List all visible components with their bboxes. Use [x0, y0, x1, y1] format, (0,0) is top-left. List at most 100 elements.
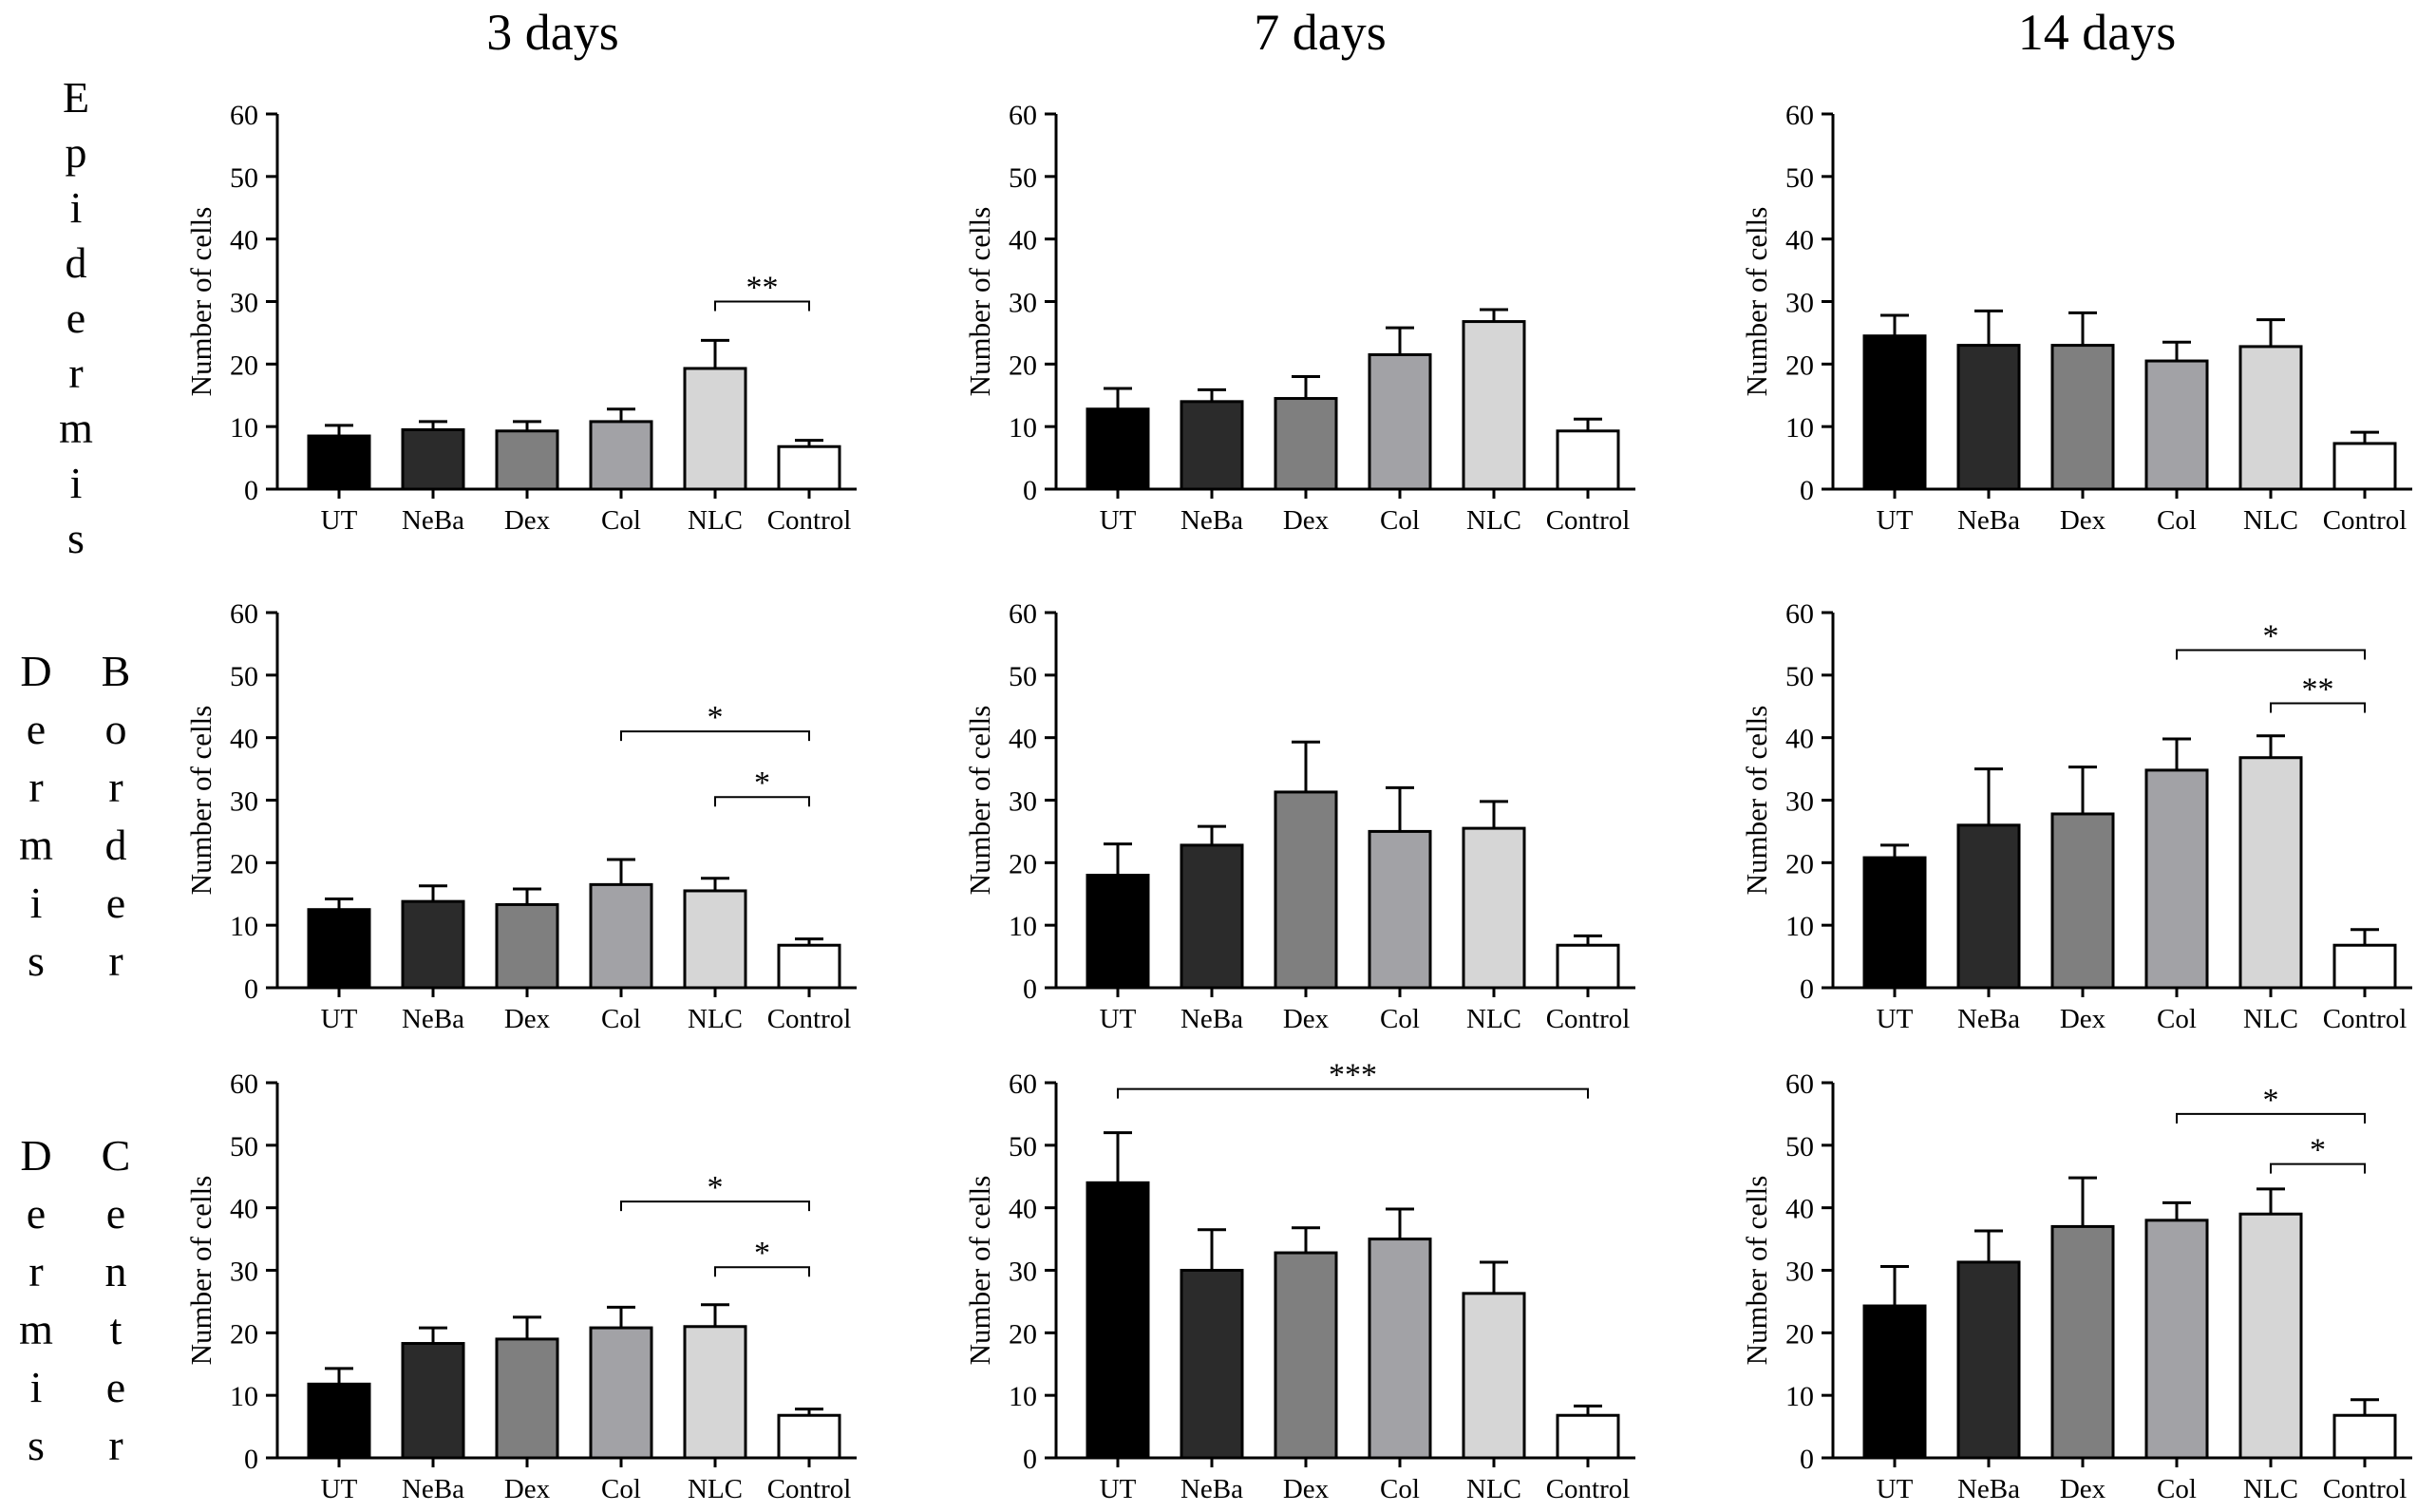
x-tick-label: Dex: [504, 1004, 551, 1034]
row-label-letter: s: [28, 1421, 45, 1469]
bar: [777, 444, 841, 491]
significance-label: **: [746, 271, 779, 306]
y-tick-label: 50: [1009, 661, 1037, 692]
bar: [1180, 1269, 1244, 1460]
significance-label: **: [2302, 671, 2334, 707]
y-tick-label: 50: [230, 661, 258, 692]
bar: [2144, 1219, 2209, 1460]
bar: [1274, 1251, 1338, 1460]
row-label-letter: D: [20, 1131, 51, 1180]
row-label-letter: i: [70, 183, 83, 232]
row-label-letter: B: [102, 647, 131, 695]
y-tick-label: 40: [1009, 1194, 1037, 1225]
y-tick-label: 20: [230, 848, 258, 879]
bar: [1556, 943, 1620, 990]
y-tick-label: 10: [1009, 1381, 1037, 1412]
bar: [495, 429, 559, 491]
x-tick-label: Col: [601, 505, 641, 536]
y-tick-label: 30: [1009, 288, 1037, 319]
x-tick-label: Control: [1546, 1004, 1631, 1034]
bar: [2332, 442, 2397, 491]
row-label-letter: e: [106, 1189, 125, 1238]
bar: [495, 1337, 559, 1460]
x-tick-label: Control: [2323, 1004, 2408, 1034]
y-tick-label: 0: [1800, 1444, 1814, 1475]
y-tick-label: 60: [1785, 598, 1814, 630]
row-label-letter: s: [67, 514, 85, 562]
significance-label: *: [2263, 1083, 2279, 1118]
y-tick-label: 60: [1009, 598, 1037, 630]
x-tick-label: Dex: [504, 505, 551, 536]
y-tick-label: 10: [230, 911, 258, 942]
x-tick-label: Col: [2157, 1004, 2197, 1034]
bar: [1862, 334, 1927, 491]
x-tick-label: NLC: [688, 505, 743, 536]
bar: [2144, 359, 2209, 491]
row-label-letter: r: [28, 1247, 43, 1295]
y-tick-label: 0: [1800, 475, 1814, 506]
bar: [401, 899, 465, 990]
bar: [1556, 1413, 1620, 1460]
column-titles: 3 days 7 days 14 days: [486, 4, 2176, 61]
y-tick-label: 10: [1009, 412, 1037, 444]
row-label-letter: t: [110, 1305, 123, 1353]
y-tick-label: 60: [230, 598, 258, 630]
significance-bracket: [2270, 1162, 2366, 1174]
x-tick-label: NeBa: [1957, 1004, 2020, 1034]
bar: [1180, 400, 1244, 491]
x-tick-label: UT: [321, 505, 358, 536]
x-tick-label: Col: [1380, 1474, 1420, 1504]
y-tick-label: 30: [1785, 288, 1814, 319]
x-tick-label: Col: [601, 1474, 641, 1504]
x-tick-label: NLC: [2243, 1004, 2298, 1034]
bar: [1180, 843, 1244, 990]
x-tick-label: UT: [321, 1474, 358, 1504]
significance-bracket: [714, 1266, 810, 1277]
x-tick-label: UT: [1100, 1474, 1137, 1504]
row-label-letter: i: [30, 879, 43, 927]
y-tick-label: 50: [230, 1131, 258, 1162]
y-tick-label: 10: [1785, 412, 1814, 444]
bar: [777, 943, 841, 990]
x-tick-label: Col: [2157, 505, 2197, 536]
bar: [495, 902, 559, 990]
bar: [589, 1326, 653, 1460]
x-tick-label: Dex: [504, 1474, 551, 1504]
x-tick-label: Control: [1546, 505, 1631, 536]
bar: [1956, 344, 2021, 491]
bar: [1462, 826, 1526, 990]
y-axis-label: Number of cells: [184, 706, 217, 896]
row-label-letter: r: [68, 349, 83, 397]
y-tick-label: 30: [230, 786, 258, 818]
y-tick-label: 50: [230, 162, 258, 194]
y-tick-label: 0: [1800, 973, 1814, 1005]
bar: [1274, 790, 1338, 990]
bar: [777, 1413, 841, 1460]
y-axis-label: Number of cells: [1740, 1176, 1773, 1366]
y-tick-label: 50: [1785, 1131, 1814, 1162]
bar: [401, 1342, 465, 1460]
x-tick-label: Control: [2323, 505, 2408, 536]
y-tick-label: 40: [230, 225, 258, 256]
row-label-letter: s: [28, 936, 45, 985]
bar: [1086, 874, 1150, 990]
bar: [401, 427, 465, 491]
significance-bracket: [2176, 649, 2366, 660]
panel-0-1: 0 10 20 30 40 50 60 Number of cells UT NeBa Dex Col…: [963, 100, 1635, 536]
row-label-letter: e: [27, 705, 46, 753]
y-tick-label: 40: [1785, 724, 1814, 755]
y-tick-label: 20: [1785, 350, 1814, 381]
bar: [1462, 320, 1526, 491]
row-label-letter: n: [105, 1247, 127, 1295]
significance-bracket: [620, 730, 810, 742]
y-tick-label: 10: [1785, 911, 1814, 942]
y-tick-label: 40: [1009, 225, 1037, 256]
row-label-letter: d: [66, 238, 87, 287]
y-axis-label: Number of cells: [963, 1176, 996, 1366]
x-tick-label: Control: [2323, 1474, 2408, 1504]
y-tick-label: 0: [1023, 475, 1037, 506]
bar: [2050, 344, 2115, 491]
y-tick-label: 20: [1785, 848, 1814, 879]
x-tick-label: NeBa: [402, 1474, 464, 1504]
